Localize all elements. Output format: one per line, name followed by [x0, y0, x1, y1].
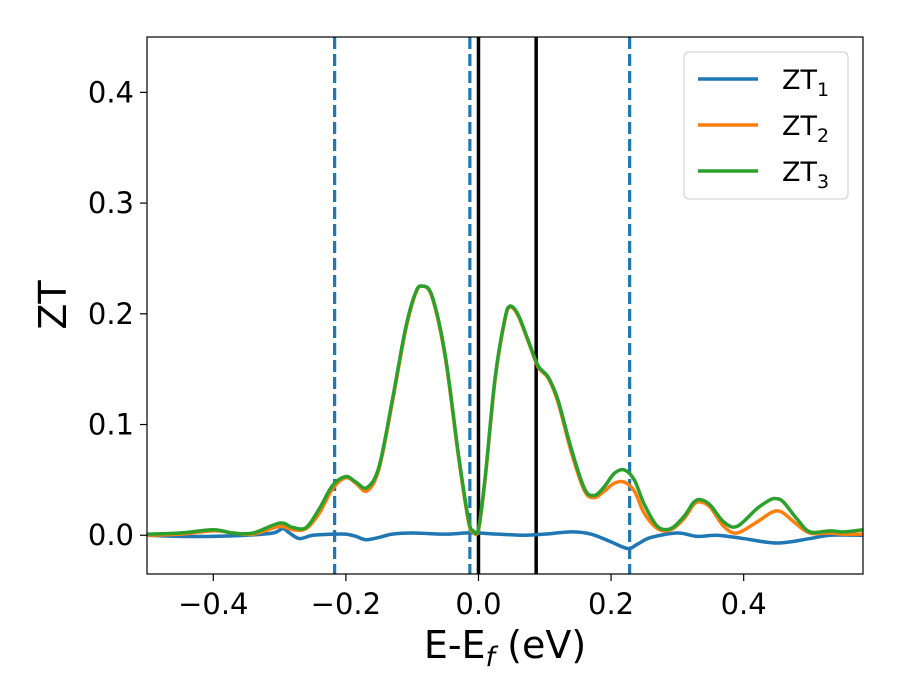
x-axis-label: E-Ef (eV) — [424, 623, 586, 673]
x-tick-label: −0.2 — [311, 587, 381, 621]
y-tick-label: 0.2 — [88, 297, 134, 331]
x-tick-label: 0.0 — [455, 587, 501, 621]
legend-label-zt1: ZT1 — [782, 65, 829, 101]
y-tick-label: 0.3 — [88, 186, 134, 220]
y-tick-label: 0.4 — [88, 75, 134, 109]
series-line-zt3 — [147, 284, 863, 536]
y-axis-label: ZT — [31, 280, 75, 330]
legend: ZT1 ZT2 ZT3 — [683, 51, 849, 200]
legend-label-zt3: ZT3 — [782, 157, 829, 193]
x-axis-ticks: −0.4 −0.2 0.0 0.2 0.4 — [178, 574, 767, 621]
legend-box — [683, 51, 849, 200]
x-tick-label: 0.4 — [721, 587, 767, 621]
y-tick-label: 0.1 — [88, 408, 134, 442]
plot-area-frame — [146, 36, 864, 575]
y-tick-label: 0.0 — [88, 518, 134, 552]
x-tick-label: −0.4 — [178, 587, 248, 621]
legend-label-zt2: ZT2 — [782, 111, 829, 147]
y-axis-ticks: 0.0 0.1 0.2 0.3 0.4 — [88, 75, 147, 552]
series-lines — [147, 284, 863, 551]
x-tick-label: 0.2 — [588, 587, 634, 621]
